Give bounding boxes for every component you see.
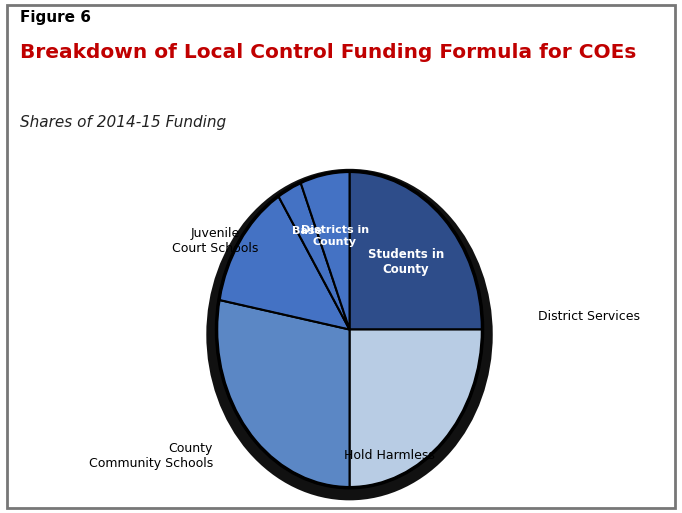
Polygon shape (349, 171, 483, 329)
Polygon shape (278, 183, 349, 329)
Text: Base: Base (293, 226, 323, 236)
Text: Juvenile
Court Schools: Juvenile Court Schools (172, 227, 258, 255)
Text: Students in
County: Students in County (368, 248, 444, 277)
Text: Shares of 2014-15 Funding: Shares of 2014-15 Funding (20, 115, 226, 130)
Ellipse shape (206, 169, 492, 500)
Polygon shape (217, 300, 350, 488)
Polygon shape (301, 171, 350, 329)
Text: Figure 6: Figure 6 (20, 10, 91, 25)
Text: County
Community Schools: County Community Schools (89, 442, 213, 469)
Polygon shape (219, 196, 349, 329)
Polygon shape (349, 329, 483, 488)
Text: Districts in
County: Districts in County (301, 226, 369, 247)
Text: District Services: District Services (537, 310, 640, 323)
Text: Hold Harmless: Hold Harmless (344, 449, 435, 462)
Text: Breakdown of Local Control Funding Formula for COEs: Breakdown of Local Control Funding Formu… (20, 43, 637, 62)
